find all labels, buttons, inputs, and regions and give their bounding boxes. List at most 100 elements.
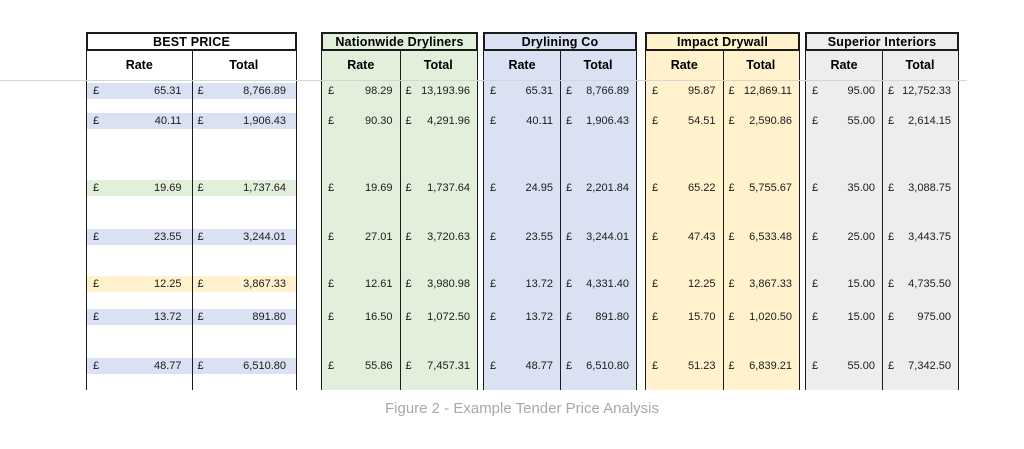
column-divider: [560, 51, 561, 390]
table-row: £ 40.11 £ 1,906.43: [484, 113, 636, 129]
table-row: £ 48.77 £ 6,510.80: [484, 358, 636, 374]
table-data-area: £ 98.29 £ 13,193.96 £ 90.30 £ 4,291.96 £…: [322, 78, 477, 390]
rate-cell: £ 98.29: [322, 83, 400, 99]
total-value: 3,867.33: [243, 278, 286, 290]
total-header: Total: [229, 57, 259, 72]
table-title: BEST PRICE: [86, 32, 297, 51]
currency-symbol: £: [197, 360, 204, 372]
total-value: 2,590.86: [749, 115, 792, 127]
currency-symbol: £: [93, 115, 100, 127]
total-value: 1,906.43: [586, 115, 629, 127]
total-cell: £ 3,720.63: [400, 229, 478, 245]
rate-header: Rate: [347, 57, 375, 72]
rate-value: 35.00: [847, 182, 875, 194]
table-body: Rate Total £ 95.87 £ 12,869.11 £ 54.51 £…: [645, 51, 800, 390]
total-cell: £ 8,766.89: [560, 83, 636, 99]
table-data-area: £ 65.31 £ 8,766.89 £ 40.11 £ 1,906.43 £ …: [87, 78, 296, 390]
rate-cell: £ 23.55: [87, 229, 192, 245]
currency-symbol: £: [197, 311, 204, 323]
currency-symbol: £: [405, 278, 412, 290]
currency-symbol: £: [328, 115, 335, 127]
rate-cell: £ 65.31: [484, 83, 560, 99]
currency-symbol: £: [728, 278, 735, 290]
total-value: 7,342.50: [908, 360, 951, 372]
currency-symbol: £: [328, 182, 335, 194]
table-row: £ 15.00 £ 4,735.50: [806, 276, 958, 292]
rate-cell: £ 15.00: [806, 276, 882, 292]
rate-header: Rate: [508, 57, 536, 72]
currency-symbol: £: [728, 231, 735, 243]
currency-symbol: £: [812, 278, 819, 290]
table-row: £ 95.87 £ 12,869.11: [646, 83, 799, 99]
total-cell: £ 3,244.01: [560, 229, 636, 245]
rate-cell: £ 15.70: [646, 309, 723, 325]
rate-cell: £ 40.11: [484, 113, 560, 129]
table-data-area: £ 95.87 £ 12,869.11 £ 54.51 £ 2,590.86 £…: [646, 78, 799, 390]
currency-symbol: £: [490, 360, 497, 372]
total-cell: £ 12,869.11: [723, 83, 800, 99]
total-cell: £ 1,906.43: [560, 113, 636, 129]
currency-symbol: £: [888, 85, 895, 97]
total-cell: £ 891.80: [560, 309, 636, 325]
table-row: £ 19.69 £ 1,737.64: [322, 180, 477, 196]
rate-cell: £ 95.00: [806, 83, 882, 99]
total-value: 891.80: [252, 311, 286, 323]
total-cell: £ 4,291.96: [400, 113, 478, 129]
table-impact-drywall: Impact Drywall Rate Total £ 95.87 £ 12,8…: [645, 32, 800, 390]
total-cell: £ 6,510.80: [192, 358, 297, 374]
rate-cell: £ 13.72: [87, 309, 192, 325]
table-row: £ 55.00 £ 7,342.50: [806, 358, 958, 374]
rate-cell: £ 13.72: [484, 309, 560, 325]
currency-symbol: £: [652, 182, 659, 194]
table-row: £ 98.29 £ 13,193.96: [322, 83, 477, 99]
total-cell: £ 3,443.75: [882, 229, 958, 245]
currency-symbol: £: [93, 311, 100, 323]
currency-symbol: £: [812, 115, 819, 127]
total-value: 3,720.63: [427, 231, 470, 243]
total-cell: £ 6,510.80: [560, 358, 636, 374]
currency-symbol: £: [93, 182, 100, 194]
rate-cell: £ 55.00: [806, 113, 882, 129]
table-row: £ 12.61 £ 3,980.98: [322, 276, 477, 292]
currency-symbol: £: [888, 182, 895, 194]
table-row: £ 51.23 £ 6,839.21: [646, 358, 799, 374]
currency-symbol: £: [566, 278, 573, 290]
total-value: 3,867.33: [749, 278, 792, 290]
total-value: 4,735.50: [908, 278, 951, 290]
rate-cell: £ 47.43: [646, 229, 723, 245]
rate-cell: £ 48.77: [484, 358, 560, 374]
rate-header: Rate: [670, 57, 698, 72]
total-value: 8,766.89: [243, 85, 286, 97]
total-cell: £ 3,867.33: [192, 276, 297, 292]
table-row: £ 65.31 £ 8,766.89: [484, 83, 636, 99]
rate-value: 19.69: [153, 182, 182, 194]
rate-value: 48.77: [153, 360, 182, 372]
table-row: £ 55.86 £ 7,457.31: [322, 358, 477, 374]
total-cell: £ 3,244.01: [192, 229, 297, 245]
currency-symbol: £: [812, 231, 819, 243]
currency-symbol: £: [652, 278, 659, 290]
currency-symbol: £: [490, 182, 497, 194]
total-value: 3,244.01: [586, 231, 629, 243]
total-value: 6,533.48: [749, 231, 792, 243]
rate-cell: £ 65.22: [646, 180, 723, 196]
currency-symbol: £: [197, 278, 204, 290]
currency-symbol: £: [812, 85, 819, 97]
total-cell: £ 1,020.50: [723, 309, 800, 325]
table-title: Superior Interiors: [805, 32, 959, 51]
table-title: Nationwide Dryliners: [321, 32, 478, 51]
currency-symbol: £: [490, 85, 497, 97]
rate-cell: £ 54.51: [646, 113, 723, 129]
table-row: £ 15.00 £ 975.00: [806, 309, 958, 325]
rate-cell: £ 55.86: [322, 358, 400, 374]
total-cell: £ 1,906.43: [192, 113, 297, 129]
currency-symbol: £: [328, 231, 335, 243]
rate-cell: £ 19.69: [87, 180, 192, 196]
rate-value: 65.22: [687, 182, 716, 194]
currency-symbol: £: [728, 311, 735, 323]
currency-symbol: £: [812, 182, 819, 194]
currency-symbol: £: [566, 360, 573, 372]
rate-cell: £ 12.25: [646, 276, 723, 292]
rate-value: 15.70: [687, 311, 716, 323]
currency-symbol: £: [888, 278, 895, 290]
